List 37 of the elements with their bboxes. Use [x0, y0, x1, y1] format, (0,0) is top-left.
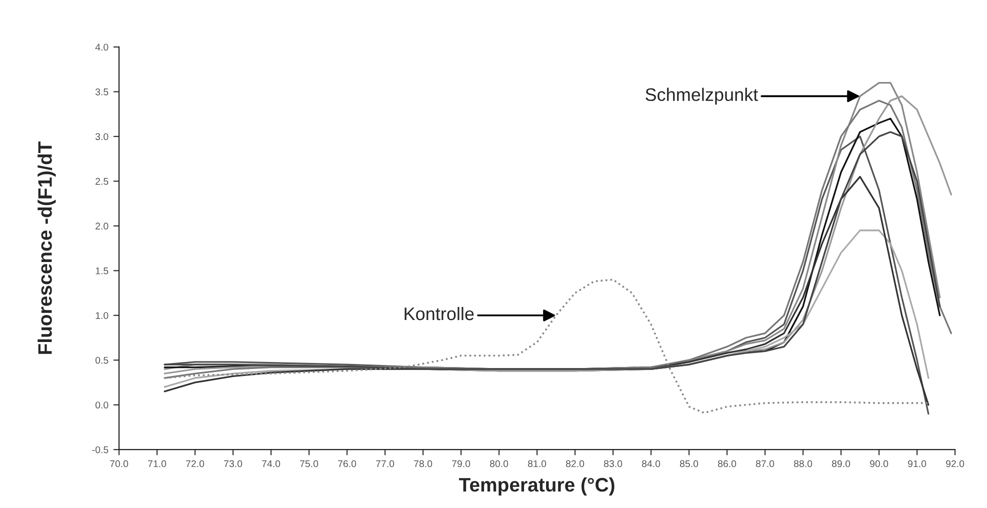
x-tick-label: 89.0	[832, 460, 850, 468]
x-tick-label: 74.0	[262, 460, 280, 468]
y-tick-label: -0.5	[92, 446, 108, 454]
annotation: Kontrolle	[404, 306, 474, 320]
x-tick-label: 78.0	[414, 460, 432, 468]
x-tick-label: 82.0	[566, 460, 584, 468]
x-tick-label: 91.0	[908, 460, 926, 468]
x-tick-label: 90.0	[870, 460, 888, 468]
x-tick-label: 85.0	[680, 460, 698, 468]
y-tick-label: 3.0	[95, 133, 108, 140]
x-tick-label: 73.0	[224, 460, 242, 468]
x-tick-label: 83.0	[604, 460, 622, 468]
x-tick-label: 88.0	[794, 460, 812, 468]
x-tick-label: 75.0	[300, 460, 318, 468]
x-tick-label: 81.0	[528, 460, 546, 468]
annotation: Schmelzpunkt	[646, 88, 758, 105]
x-tick-label: 70.0	[110, 460, 128, 468]
y-tick-label: 0.5	[95, 356, 108, 364]
y-tick-label: 0.0	[95, 402, 108, 408]
x-tick-label: 87.0	[756, 460, 774, 468]
x-tick-label: 86.0	[718, 460, 736, 468]
x-tick-label: 77.0	[376, 460, 394, 468]
x-tick-label: 80.0	[490, 460, 508, 468]
y-tick-label: 4.0	[95, 44, 108, 51]
y-tick-label: 2.5	[96, 178, 108, 185]
y-tick-label: 3.5	[95, 88, 108, 96]
y-axis-title: Fluorescence -d(F1)/dT	[38, 142, 56, 354]
x-tick-label: 72.0	[186, 460, 204, 468]
y-tick-label: 2.0	[96, 222, 108, 230]
x-tick-label: 76.0	[338, 460, 356, 468]
x-tick-label: 84.0	[642, 460, 660, 468]
y-tick-label: 1.0	[96, 312, 108, 319]
x-axis-title: Temperature (°C)	[458, 477, 614, 496]
x-tick-label: 79.0	[452, 460, 470, 468]
x-tick-label: 71.0	[148, 460, 166, 468]
y-tick-label: 1.5	[96, 267, 108, 274]
x-tick-label: 92.0	[946, 460, 964, 468]
